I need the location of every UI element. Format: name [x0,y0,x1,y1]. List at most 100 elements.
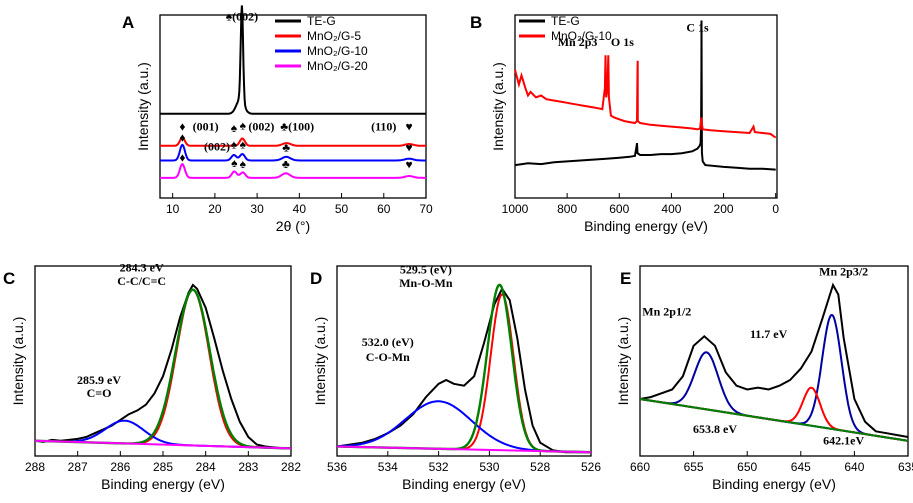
series-mno-g-10 [514,55,777,139]
annotation: ♣ [282,157,290,171]
series-background [34,439,292,450]
x-tick-label: 287 [68,460,88,474]
panel-letter: C [3,269,15,288]
annotation: ♠ [240,157,247,171]
panel-letter: A [122,13,134,32]
x-axis-label: Binding energy (eV) [712,476,836,492]
annotation: (001) [193,119,219,133]
annotation: 529.5 (eV) [400,263,452,277]
annotation: ♣(100) [280,119,314,133]
annotation: Mn-O-Mn [399,276,453,290]
annotation: ♥ [406,119,413,133]
x-tick-label: 40 [293,202,307,216]
legend-label: TE-G [551,14,580,28]
series-background [336,445,592,454]
series-c-c-c-c-fit [35,288,291,450]
y-axis-label: Intensity (a.u.) [615,317,631,406]
series-raw [34,283,291,450]
annotation: ♠ [240,118,247,132]
series-mno-g-20 [160,162,426,179]
annotation: Mn 2p3 [558,35,598,49]
annotation: Mn 2p3/2 [819,265,868,279]
annotation: (110) [371,119,396,133]
x-tick-label: 60 [377,202,391,216]
panel-a: A 10 20 30 40 50 60 70 2θ (°) Intensity (a.u.) TE-… [122,5,433,234]
x-tick-label: 800 [557,202,577,216]
panel-d: D 536 534 532 530 528 526 Binding energy (eV) In… [310,263,601,492]
series-raw [639,282,909,438]
series-raw [336,286,591,454]
annotation: Mn 2p1/2 [642,304,691,318]
x-axis-label: 2θ (°) [276,218,310,234]
x-tick-label: 50 [335,202,349,216]
x-tick-label: 10 [166,202,180,216]
legend-label: TE-G [307,14,336,28]
x-tick-label: 530 [479,460,499,474]
x-tick-label: 645 [791,460,811,474]
annotation: C 1s [686,20,709,34]
legend-label: MnO₂/G-20 [307,59,368,73]
legend-label: MnO₂/G-5 [307,29,361,43]
x-tick-label: 282 [281,460,301,474]
annotation: 642.1eV [823,434,864,448]
x-tick-label: 526 [581,460,601,474]
x-axis-label: Binding energy (eV) [402,476,526,492]
annotation: ♦ [179,130,185,144]
x-tick-label: 20 [208,202,222,216]
x-tick-label: 534 [378,460,398,474]
plot-frame [639,265,909,457]
x-tick-label: 528 [530,460,550,474]
x-tick-label: 200 [714,202,734,216]
annotation: ♦ [179,150,185,164]
annotation: (002) [204,139,230,153]
panel-c: C 288 287 286 285 284 283 282 Binding energy (eV… [3,261,301,492]
y-axis-label: Intensity (a.u.) [135,62,151,151]
annotation: 285.9 eV [77,373,121,387]
x-tick-label: 536 [327,460,347,474]
annotation: ♣ [282,140,290,154]
annotation: C=O [87,386,112,400]
panel-letter: B [470,13,482,32]
x-tick-label: 0 [772,202,779,216]
series-mno-g-10 [160,143,426,162]
series-mn-2p1-2-fit [639,351,909,442]
panel-letter: E [620,269,631,288]
series-te-g [514,20,776,171]
series-mn-o-mn-fit [337,293,591,454]
annotation: ♦ [179,119,185,133]
y-axis-label: Intensity (a.u.) [312,317,328,406]
legend-label: MnO₂/G-10 [551,29,612,43]
x-tick-label: 284 [196,460,216,474]
series-envelope [35,288,291,450]
x-tick-label: 660 [630,460,650,474]
x-tick-label: 286 [110,460,130,474]
x-tick-label: 288 [25,460,45,474]
panel-e: E 660 655 650 645 640 635 Binding energy (eV) In… [615,265,913,493]
x-axis-label: Binding energy (eV) [584,218,708,234]
x-tick-label: 283 [238,460,258,474]
x-tick-label: 635 [898,460,913,474]
x-tick-label: 640 [844,460,864,474]
x-tick-label: 285 [153,460,173,474]
x-tick-label: 655 [684,460,704,474]
series-mno-g-5 [160,136,426,147]
series-te-g [160,5,426,115]
plot-frame [336,265,592,457]
annotation: O 1s [611,35,634,49]
annotation: ♠ [240,138,247,152]
annotation: ♠(002) [226,9,258,23]
annotation: 284.3 eV [120,261,164,275]
panel-b: B 1000 800 600 400 200 0 Binding energy (eV) Int… [470,13,779,234]
plot-frame [159,14,427,199]
series-c-o-mn-fit [337,400,591,454]
annotation: 653.8 eV [693,422,737,436]
x-tick-label: 70 [419,202,433,216]
x-tick-label: 650 [737,460,757,474]
x-axis-label: Binding energy (eV) [101,476,225,492]
plot-frame [514,14,778,199]
annotation: ♠ [231,138,238,152]
x-tick-label: 30 [250,202,264,216]
